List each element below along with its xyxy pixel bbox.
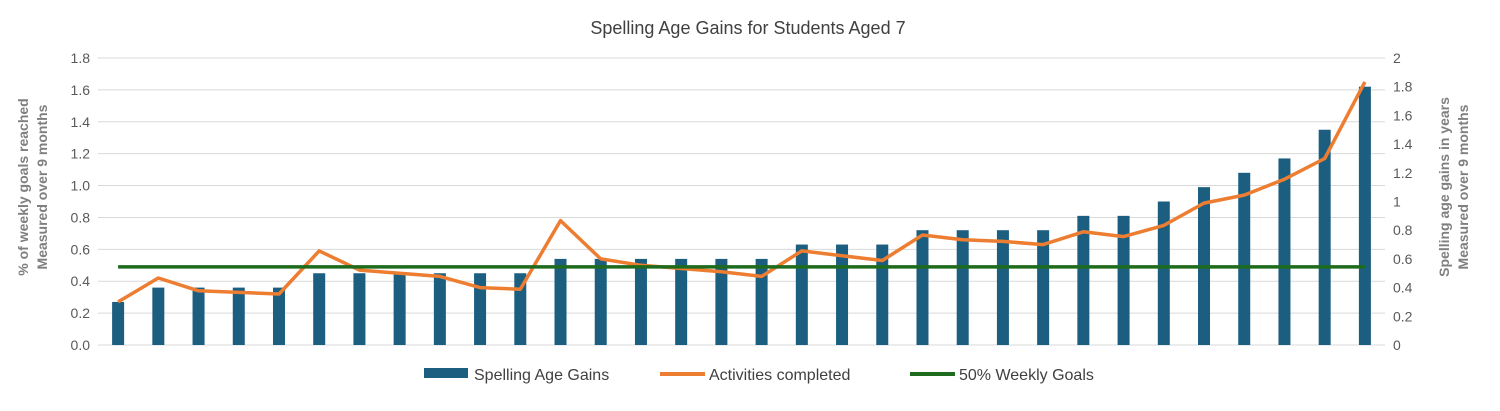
bar bbox=[634, 258, 647, 345]
bar bbox=[1117, 215, 1130, 345]
right-tick-label: 0.8 bbox=[1393, 222, 1413, 238]
right-tick-label: 1.6 bbox=[1393, 107, 1413, 123]
right-axis-title-line-2: Measured over 9 months bbox=[1455, 104, 1471, 269]
right-tick-label: 0 bbox=[1393, 337, 1401, 353]
left-tick-label: 0.4 bbox=[71, 273, 91, 289]
right-axis-ticks: 0 0.2 0.4 0.6 0.8 1 1.2 1.4 1.6 1.8 2 bbox=[1393, 50, 1413, 353]
bar bbox=[1037, 230, 1050, 345]
left-tick-label: 0.2 bbox=[71, 305, 91, 321]
bar bbox=[393, 273, 406, 345]
right-tick-label: 2 bbox=[1393, 50, 1401, 66]
bar bbox=[192, 287, 205, 345]
legend-label-spelling-age-gains: Spelling Age Gains bbox=[474, 367, 609, 384]
left-axis-title-line-2: Measured over 9 months bbox=[34, 104, 50, 269]
left-tick-label: 0.8 bbox=[71, 209, 91, 225]
bar bbox=[514, 273, 527, 345]
left-axis-title: % of weekly goals reached Measured over … bbox=[15, 98, 50, 275]
bar bbox=[1318, 129, 1331, 345]
bar bbox=[996, 230, 1009, 345]
left-tick-label: 0.6 bbox=[71, 241, 91, 257]
right-tick-label: 1.2 bbox=[1393, 165, 1413, 181]
line-series bbox=[117, 81, 1367, 304]
right-tick-label: 1 bbox=[1393, 194, 1401, 210]
right-tick-label: 1.4 bbox=[1393, 136, 1413, 152]
right-tick-label: 1.8 bbox=[1393, 79, 1413, 95]
left-tick-label: 1.0 bbox=[71, 178, 91, 194]
bar bbox=[313, 273, 326, 345]
bar-series bbox=[112, 86, 1371, 345]
bar bbox=[112, 301, 125, 345]
bar bbox=[433, 273, 446, 345]
right-axis-title-line-1: Spelling age gains in years bbox=[1436, 97, 1452, 277]
left-tick-label: 0.0 bbox=[71, 337, 91, 353]
left-tick-label: 1.2 bbox=[71, 146, 91, 162]
bar bbox=[594, 258, 607, 345]
right-axis-title: Spelling age gains in years Measured ove… bbox=[1436, 97, 1471, 277]
left-tick-label: 1.4 bbox=[71, 114, 91, 130]
series-line-activities-completed bbox=[117, 81, 1367, 304]
legend-label-weekly-goals: 50% Weekly Goals bbox=[959, 367, 1094, 384]
bar bbox=[232, 287, 245, 345]
bar bbox=[916, 230, 929, 345]
bar bbox=[353, 273, 366, 345]
bar bbox=[795, 244, 808, 345]
left-tick-label: 1.8 bbox=[71, 50, 91, 66]
bar bbox=[272, 287, 285, 345]
right-tick-label: 0.4 bbox=[1393, 280, 1413, 296]
bar bbox=[152, 287, 165, 345]
bar bbox=[1157, 201, 1170, 345]
bar bbox=[715, 258, 728, 345]
left-tick-label: 1.6 bbox=[71, 82, 91, 98]
bar bbox=[474, 273, 487, 345]
bar bbox=[554, 258, 567, 345]
bar bbox=[675, 258, 688, 345]
bar bbox=[1358, 86, 1371, 345]
left-axis-ticks: 0.0 0.2 0.4 0.6 0.8 1.0 1.2 1.4 1.6 1.8 bbox=[71, 50, 91, 353]
left-axis-title-line-1: % of weekly goals reached bbox=[15, 98, 31, 275]
gridlines bbox=[98, 57, 1385, 346]
bar bbox=[956, 230, 969, 345]
bar bbox=[1238, 172, 1251, 345]
bar bbox=[755, 258, 768, 345]
bar bbox=[1278, 158, 1291, 345]
legend-label-activities-completed: Activities completed bbox=[709, 367, 850, 384]
right-tick-label: 0.6 bbox=[1393, 251, 1413, 267]
bar bbox=[876, 244, 889, 345]
right-tick-label: 0.2 bbox=[1393, 308, 1413, 324]
chart-title: Spelling Age Gains for Students Aged 7 bbox=[590, 18, 905, 38]
bar bbox=[836, 244, 849, 345]
legend-swatch-spelling-age-gains bbox=[424, 368, 468, 378]
bar bbox=[1077, 215, 1090, 345]
legend: Spelling Age Gains Activities completed … bbox=[424, 367, 1094, 384]
